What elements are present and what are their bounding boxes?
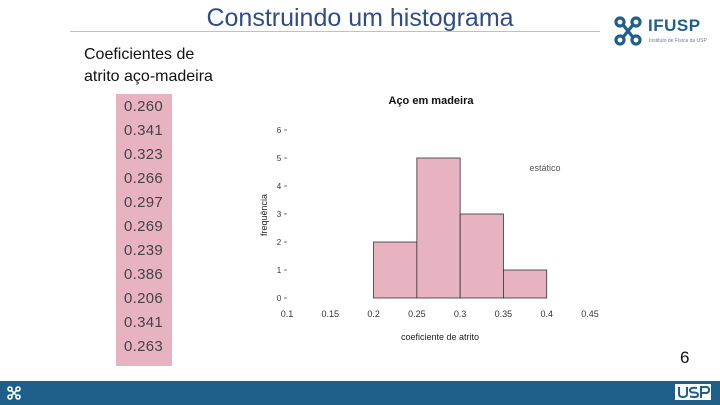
x-tick-label: 0.35 <box>495 309 513 319</box>
chart-title: Aço em madeira <box>389 95 475 107</box>
histogram-bar <box>503 269 548 299</box>
x-tick-label: 0.4 <box>540 309 553 319</box>
value-item: 0.323 <box>124 146 164 163</box>
value-item: 0.269 <box>124 218 164 235</box>
logo-subtitle: Instituto de Física da USP <box>649 38 707 44</box>
y-tick-label: 6 <box>277 126 282 135</box>
y-axis-label: frequência <box>259 194 269 236</box>
histogram-bar <box>459 213 504 299</box>
x-tick-label: 0.15 <box>322 309 340 319</box>
value-item: 0.297 <box>124 194 164 211</box>
ifusp-logo: IFUSP Instituto de Física da USP <box>612 12 712 52</box>
values-list: 0.260 0.341 0.323 0.266 0.297 0.269 0.23… <box>116 94 172 366</box>
y-tick-label: 3 <box>277 210 282 219</box>
chart-annotation: estático <box>529 163 560 173</box>
y-tick-label: 1 <box>277 266 282 275</box>
value-item: 0.341 <box>124 314 164 331</box>
data-caption: Coeficientes de atrito aço-madeira <box>84 44 213 88</box>
value-item: 0.341 <box>124 122 164 139</box>
slide-title: Construindo um histograma <box>206 4 514 32</box>
logo-name: IFUSP <box>648 16 701 35</box>
footer-emblem-icon <box>7 386 21 400</box>
page-number: 6 <box>680 348 690 367</box>
value-item: 0.266 <box>124 170 164 187</box>
value-item: 0.239 <box>124 242 164 259</box>
histogram-bar <box>373 241 418 299</box>
x-axis-label: coeficiente de atrito <box>401 332 479 342</box>
value-item: 0.386 <box>124 266 164 283</box>
value-item: 0.263 <box>124 338 164 355</box>
histogram-chart: Aço em madeira frequência coeficiente de… <box>259 95 599 342</box>
footer-bar <box>0 381 720 405</box>
x-tick-label: 0.1 <box>281 309 294 319</box>
y-tick-label: 0 <box>277 294 282 303</box>
title-divider <box>70 31 600 32</box>
value-item: 0.206 <box>124 290 164 307</box>
caption-line-2: atrito aço-madeira <box>84 68 213 85</box>
y-tick-label: 2 <box>277 238 282 247</box>
ifusp-emblem-icon <box>614 16 642 46</box>
x-tick-label: 0.45 <box>581 309 599 319</box>
x-tick-label: 0.25 <box>408 309 426 319</box>
x-tick-label: 0.3 <box>454 309 467 319</box>
usp-logo-icon <box>675 384 711 400</box>
y-tick-label: 4 <box>277 182 282 191</box>
histogram-bar <box>416 157 461 299</box>
caption-line-1: Coeficientes de <box>84 46 195 63</box>
y-tick-label: 5 <box>277 154 282 163</box>
x-tick-label: 0.2 <box>367 309 380 319</box>
value-item: 0.260 <box>124 98 164 115</box>
